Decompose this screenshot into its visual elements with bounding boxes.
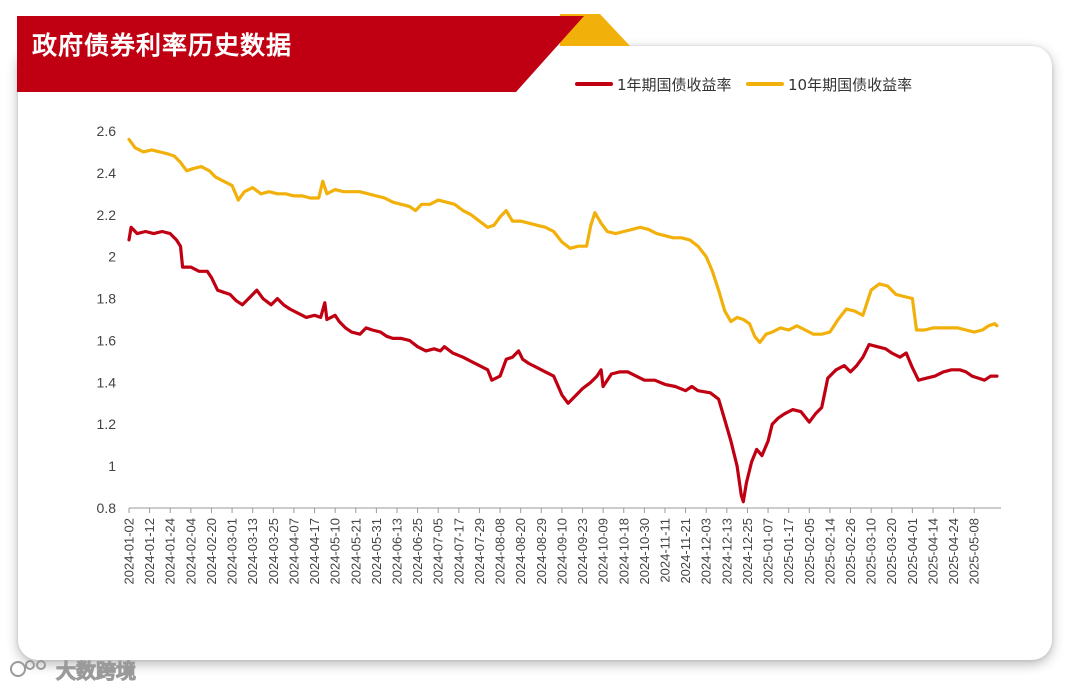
series-lines [127,137,999,504]
x-tick-label: 2024-08-29 [534,518,549,585]
y-tick-label: 2.4 [97,165,117,181]
x-tick-label: 2025-04-01 [905,518,920,585]
x-tick-label: 2024-08-20 [513,518,528,585]
x-tick-label: 2024-11-11 [657,518,672,583]
x-tick-label: 2024-10-18 [616,518,631,585]
x-tick-label: 2024-01-24 [163,518,178,585]
x-tick-label: 2025-04-24 [946,518,961,585]
x-tick-label: 2025-03-20 [884,518,899,585]
legend-label: 1年期国债收益率 [617,76,732,94]
y-tick-label: 1.8 [97,291,117,307]
x-tick-label: 2024-08-08 [493,518,508,585]
x-tick-label: 2025-01-17 [781,518,796,585]
y-tick-label: 1.6 [97,332,117,348]
watermark: 大数跨境 [8,656,137,683]
x-tick-label: 2024-02-20 [204,518,219,585]
banner-red [17,16,584,92]
watermark-text: 大数跨境 [56,658,137,683]
y-tick-label: 2.2 [97,207,117,223]
legend: 1年期国债收益率 10年期国债收益率 [575,76,912,94]
title-banner [17,14,630,92]
y-tick-label: 1.2 [97,416,117,432]
x-tick-label: 2024-09-23 [575,518,590,585]
x-tick-label: 2024-11-21 [678,518,693,584]
x-tick-label: 2024-05-31 [369,518,384,585]
x-tick-label: 2024-05-10 [328,518,343,585]
y-tick-label: 2 [108,249,116,265]
x-tick-label: 2024-07-29 [472,518,487,585]
series-line-1 [127,137,999,345]
x-tick-label: 2025-01-07 [761,518,776,585]
x-tick-label: 2025-03-10 [864,518,879,585]
x-tick-label: 2024-12-03 [699,518,714,585]
x-tick-label: 2024-06-13 [389,518,404,585]
x-tick-label: 2024-12-13 [719,518,734,585]
x-tick-label: 2024-10-30 [637,518,652,585]
page-title: 政府债券利率历史数据 [32,31,293,60]
x-tick-label: 2025-02-05 [802,518,817,585]
series-line-0 [127,225,999,504]
x-tick-label: 2024-03-13 [245,518,260,585]
x-tick-label: 2024-09-10 [554,518,569,585]
x-tick-label: 2024-03-25 [266,518,281,585]
y-tick-label: 2.6 [97,123,117,139]
x-tick-label: 2024-10-09 [596,518,611,585]
x-tick-label: 2025-02-14 [822,518,837,585]
x-tick-label: 2024-04-07 [286,518,301,585]
watermark-logo-icon [10,660,46,677]
y-tick-label: 1.4 [97,374,117,390]
x-tick-label: 2025-04-14 [925,518,940,585]
x-tick-label: 2024-05-21 [348,518,363,585]
x-tick-label: 2024-12-25 [740,518,755,585]
x-tick-label: 2024-07-05 [431,518,446,585]
x-tick-label: 2025-02-26 [843,518,858,585]
x-tick-label: 2024-06-25 [410,518,425,585]
x-tick-label: 2024-02-04 [183,518,198,585]
y-axis: 0.8 1 1.2 1.4 1.6 1.8 2 2.2 2.4 2.6 [97,123,117,516]
x-axis: 2024-01-02 2024-01-12 2024-01-24 2024-02-04… [122,507,1001,585]
x-tick-label: 2025-05-08 [967,518,982,585]
x-tick-label: 2024-01-02 [122,518,137,585]
legend-label: 10年期国债收益率 [788,76,912,94]
x-tick-label: 2024-07-17 [451,518,466,585]
chart-card [18,46,1052,660]
y-tick-label: 0.8 [97,500,117,516]
x-tick-label: 2024-03-01 [225,518,240,585]
y-tick-label: 1 [108,458,116,474]
x-tick-label: 2024-01-12 [142,518,157,585]
x-tick-label: 2024-04-17 [307,518,322,585]
